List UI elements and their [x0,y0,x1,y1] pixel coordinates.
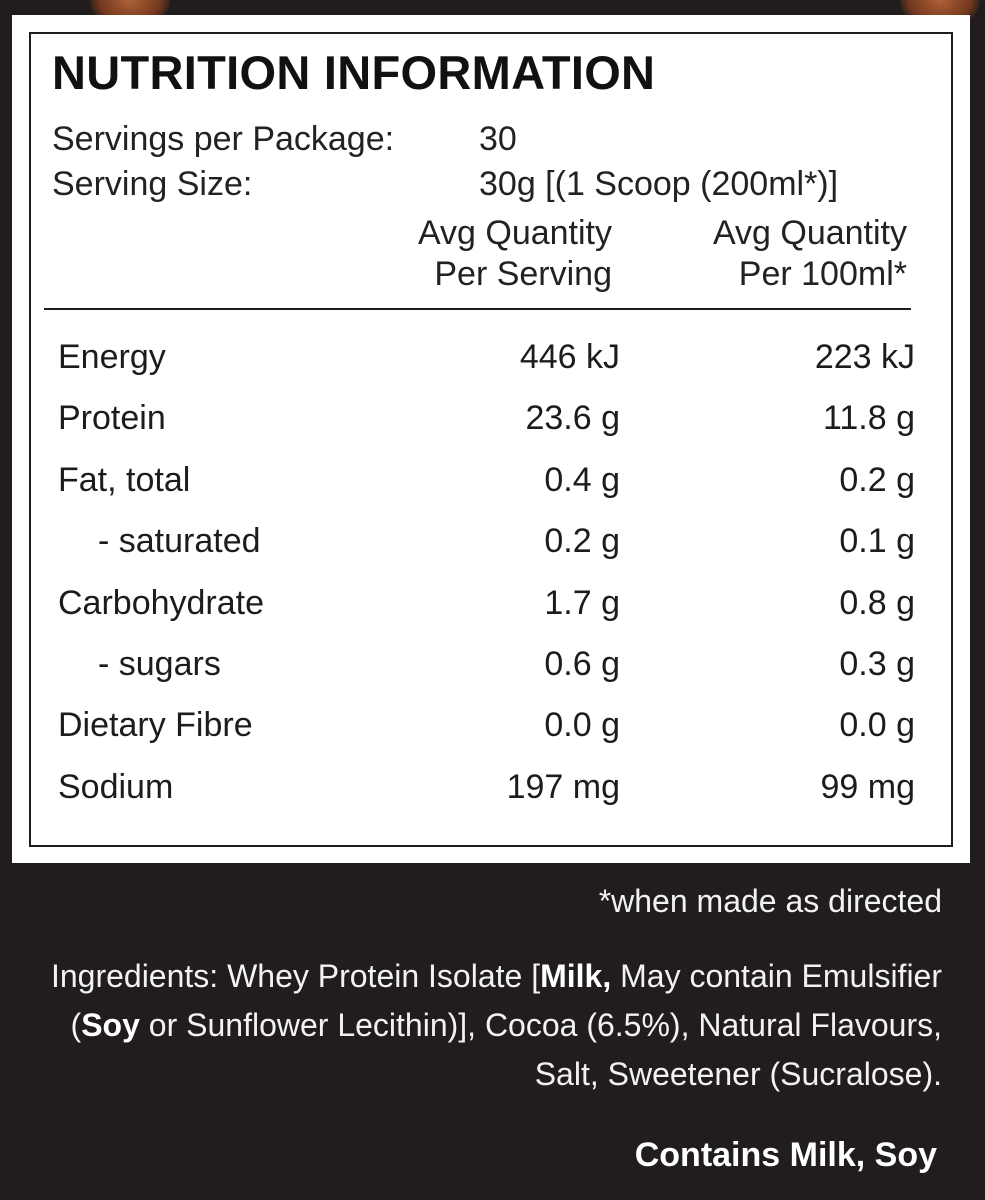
per-serving-value: 0.6 g [544,644,620,683]
column-header-per-serving-line2: Per Serving [434,255,612,293]
column-header-per-100ml-line1: Avg Quantity [712,214,907,252]
table-row: Sodium 197 mg 99 mg [58,756,918,817]
serving-size-value: 30g [(1 Scoop (200ml*)] [479,165,839,203]
per-serving-value: 0.4 g [544,460,620,499]
nutrient-label: Fat, total [58,460,191,499]
nutrition-panel-border [29,32,953,847]
nutrition-title: NUTRITION INFORMATION [52,46,656,99]
column-header-per-100ml: Avg Quantity Per 100ml* [713,213,907,295]
per-serving-value: 197 mg [506,767,620,806]
table-row: Fat, total 0.4 g 0.2 g [58,449,918,510]
per-100ml-value: 11.8 g [822,399,915,438]
ingredients-text: Ingredients: Whey Protein Isolate [Milk,… [2,952,942,1099]
nutrient-label: Dietary Fibre [58,706,253,745]
column-header-per-serving: Avg Quantity Per Serving [418,213,612,295]
ingredients-prefix: Ingredients: Whey Protein Isolate [ [50,958,541,994]
table-row: - saturated 0.2 g 0.1 g [58,510,918,571]
ingredients-suffix: or Sunflower Lecithin)], Cocoa (6.5%), N… [139,1007,942,1092]
table-row: Protein 23.6 g 11.8 g [58,387,918,448]
servings-per-package: Servings per Package: 30 [52,120,517,159]
per-serving-value: 1.7 g [544,583,620,622]
per-serving-value: 23.6 g [525,399,620,438]
column-header-per-100ml-line2: Per 100ml* [738,255,907,293]
per-100ml-value: 0.8 g [839,583,915,622]
per-100ml-value: 99 mg [820,767,916,806]
nutrient-label: Protein [58,399,166,438]
table-row: Energy 446 kJ 223 kJ [58,326,918,387]
allergen-soy: Soy [81,1007,140,1043]
column-header-per-serving-line1: Avg Quantity [417,214,612,252]
nutrient-label: Energy [58,338,166,376]
per-100ml-value: 0.0 g [839,706,915,745]
nutrition-table: Energy 446 kJ 223 kJ Protein 23.6 g 11.8… [58,326,918,817]
per-100ml-value: 223 kJ [814,338,915,376]
serving-size-label: Serving Size: [52,165,253,203]
table-row: - sugars 0.6 g 0.3 g [58,633,918,694]
nutrient-label: - saturated [98,522,261,561]
servings-per-package-label: Servings per Package: [52,120,395,158]
ingredients-mid: May contain Emulsifier ( [70,958,942,1043]
servings-per-package-value: 30 [479,120,517,158]
per-100ml-value: 0.2 g [839,460,915,499]
allergen-statement: Contains Milk, Soy [634,1136,937,1174]
per-serving-value: 0.2 g [544,522,620,561]
table-row: Carbohydrate 1.7 g 0.8 g [58,572,918,633]
nutrient-label: Carbohydrate [58,583,265,622]
per-serving-value: 0.0 g [544,706,620,745]
table-row: Dietary Fibre 0.0 g 0.0 g [58,694,918,755]
nutrition-panel: NUTRITION INFORMATION Servings per Packa… [12,15,970,863]
allergen-milk: Milk, [540,958,612,994]
header-divider [44,308,911,310]
per-serving-value: 446 kJ [519,338,620,376]
per-100ml-value: 0.1 g [839,522,915,561]
per-100ml-value: 0.3 g [839,644,915,683]
nutrient-label: Sodium [58,767,174,806]
nutrient-label: - sugars [98,644,221,683]
footnote: *when made as directed [598,883,942,919]
serving-size: Serving Size: 30g [(1 Scoop (200ml*)] [52,165,838,204]
